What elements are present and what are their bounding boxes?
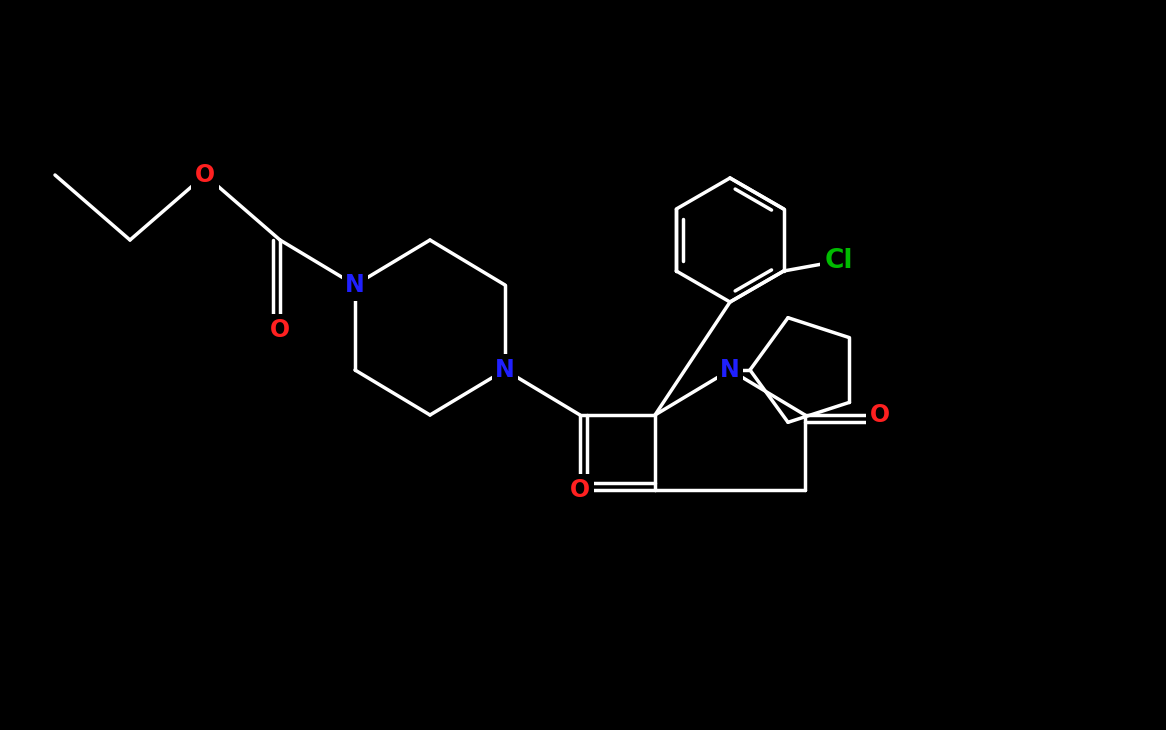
Text: O: O (570, 478, 590, 502)
Text: Cl: Cl (824, 248, 854, 274)
Text: O: O (195, 163, 215, 187)
Text: N: N (345, 273, 365, 297)
Text: O: O (870, 403, 890, 427)
Text: O: O (570, 478, 590, 502)
Text: N: N (496, 358, 515, 382)
Text: N: N (721, 358, 740, 382)
Text: O: O (271, 318, 290, 342)
